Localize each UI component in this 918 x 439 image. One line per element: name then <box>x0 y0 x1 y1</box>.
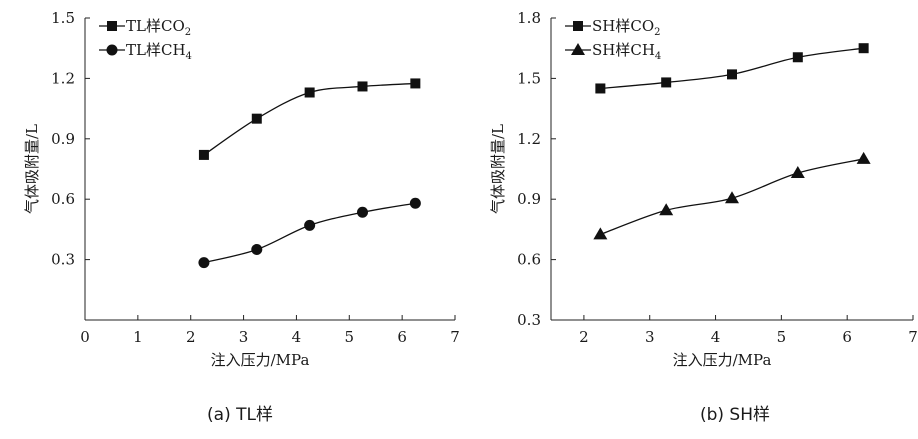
series-1-point <box>357 206 368 218</box>
caption-a: (a) TL样 <box>207 405 273 425</box>
legend-1-marker <box>106 44 118 56</box>
legend-0-label: SH样CO2 <box>592 17 661 38</box>
x-tick-label: 2 <box>186 328 196 346</box>
y-tick-label: 0.9 <box>517 190 541 208</box>
legend-1-label: TL样CH4 <box>126 41 192 62</box>
series-0-point <box>792 52 803 63</box>
legend-0-label: TL样CO2 <box>126 17 191 38</box>
legend-1-marker <box>571 43 585 55</box>
series-1-point <box>856 151 871 164</box>
series-0-point <box>198 149 209 160</box>
y-axis-label: 气体吸附量/L <box>23 124 41 214</box>
y-tick-label: 0.9 <box>51 130 75 148</box>
x-tick-label: 5 <box>777 328 787 346</box>
y-tick-label: 1.2 <box>517 130 541 148</box>
x-tick-label: 2 <box>579 328 589 346</box>
series-1-point <box>725 191 739 204</box>
x-tick-label: 6 <box>397 328 407 346</box>
series-1-point <box>251 244 263 256</box>
x-tick-label: 1 <box>133 328 143 346</box>
x-axis-label: 注入压力/MPa <box>211 351 310 369</box>
x-tick-label: 6 <box>842 328 852 346</box>
series-1-point <box>790 166 805 179</box>
series-0-point <box>304 87 315 98</box>
series-0-point <box>595 83 606 94</box>
series-1-point <box>198 257 210 269</box>
caption-b: (b) SH样 <box>700 405 770 425</box>
legend-1-label: SH样CH4 <box>592 41 661 62</box>
chart-panel-b: 2 3 4 5 6 7 0.3 0.6 0.9 1.2 1.5 1.8 注入压力/MPa 气体吸附量/L S… <box>489 9 918 369</box>
x-tick-label: 4 <box>292 328 302 346</box>
series-1-point <box>593 227 608 240</box>
y-tick-label: 1.5 <box>517 69 541 87</box>
x-axis-label: 注入压力/MPa <box>673 351 772 369</box>
y-tick-label: 0.3 <box>517 311 541 329</box>
x-tick-label: 0 <box>80 328 90 346</box>
series-0-point <box>251 113 262 124</box>
series-0-point <box>410 78 421 89</box>
y-tick-label: 0.3 <box>51 251 75 269</box>
legend-0-marker <box>573 21 583 31</box>
chart-panel-a: 0 1 2 3 4 5 6 7 0.3 0.6 0.9 1.2 1.5 注入压力/MPa 气体吸附量/L TL… <box>23 9 460 369</box>
x-tick-label: 4 <box>711 328 721 346</box>
series-1-line <box>203 202 416 264</box>
y-tick-label: 1.2 <box>51 69 75 87</box>
x-tick-label: 7 <box>908 328 918 346</box>
y-tick-label: 0.6 <box>517 251 541 269</box>
x-tick-label: 3 <box>645 328 655 346</box>
x-tick-label: 5 <box>345 328 355 346</box>
series-0-point <box>727 69 737 80</box>
y-axis-label: 气体吸附量/L <box>489 124 507 214</box>
legend-0-marker <box>107 21 117 31</box>
series-0-point <box>357 81 368 92</box>
series-0-point <box>858 43 869 54</box>
x-tick-label: 7 <box>450 328 460 346</box>
series-1-point <box>409 197 421 209</box>
y-tick-label: 0.6 <box>51 190 75 208</box>
x-tick-label: 3 <box>239 328 249 346</box>
series-1-point <box>304 219 316 231</box>
series-1-point <box>659 203 674 216</box>
series-0-point <box>661 77 672 88</box>
y-tick-label: 1.5 <box>51 9 75 27</box>
y-tick-label: 1.8 <box>517 9 541 27</box>
